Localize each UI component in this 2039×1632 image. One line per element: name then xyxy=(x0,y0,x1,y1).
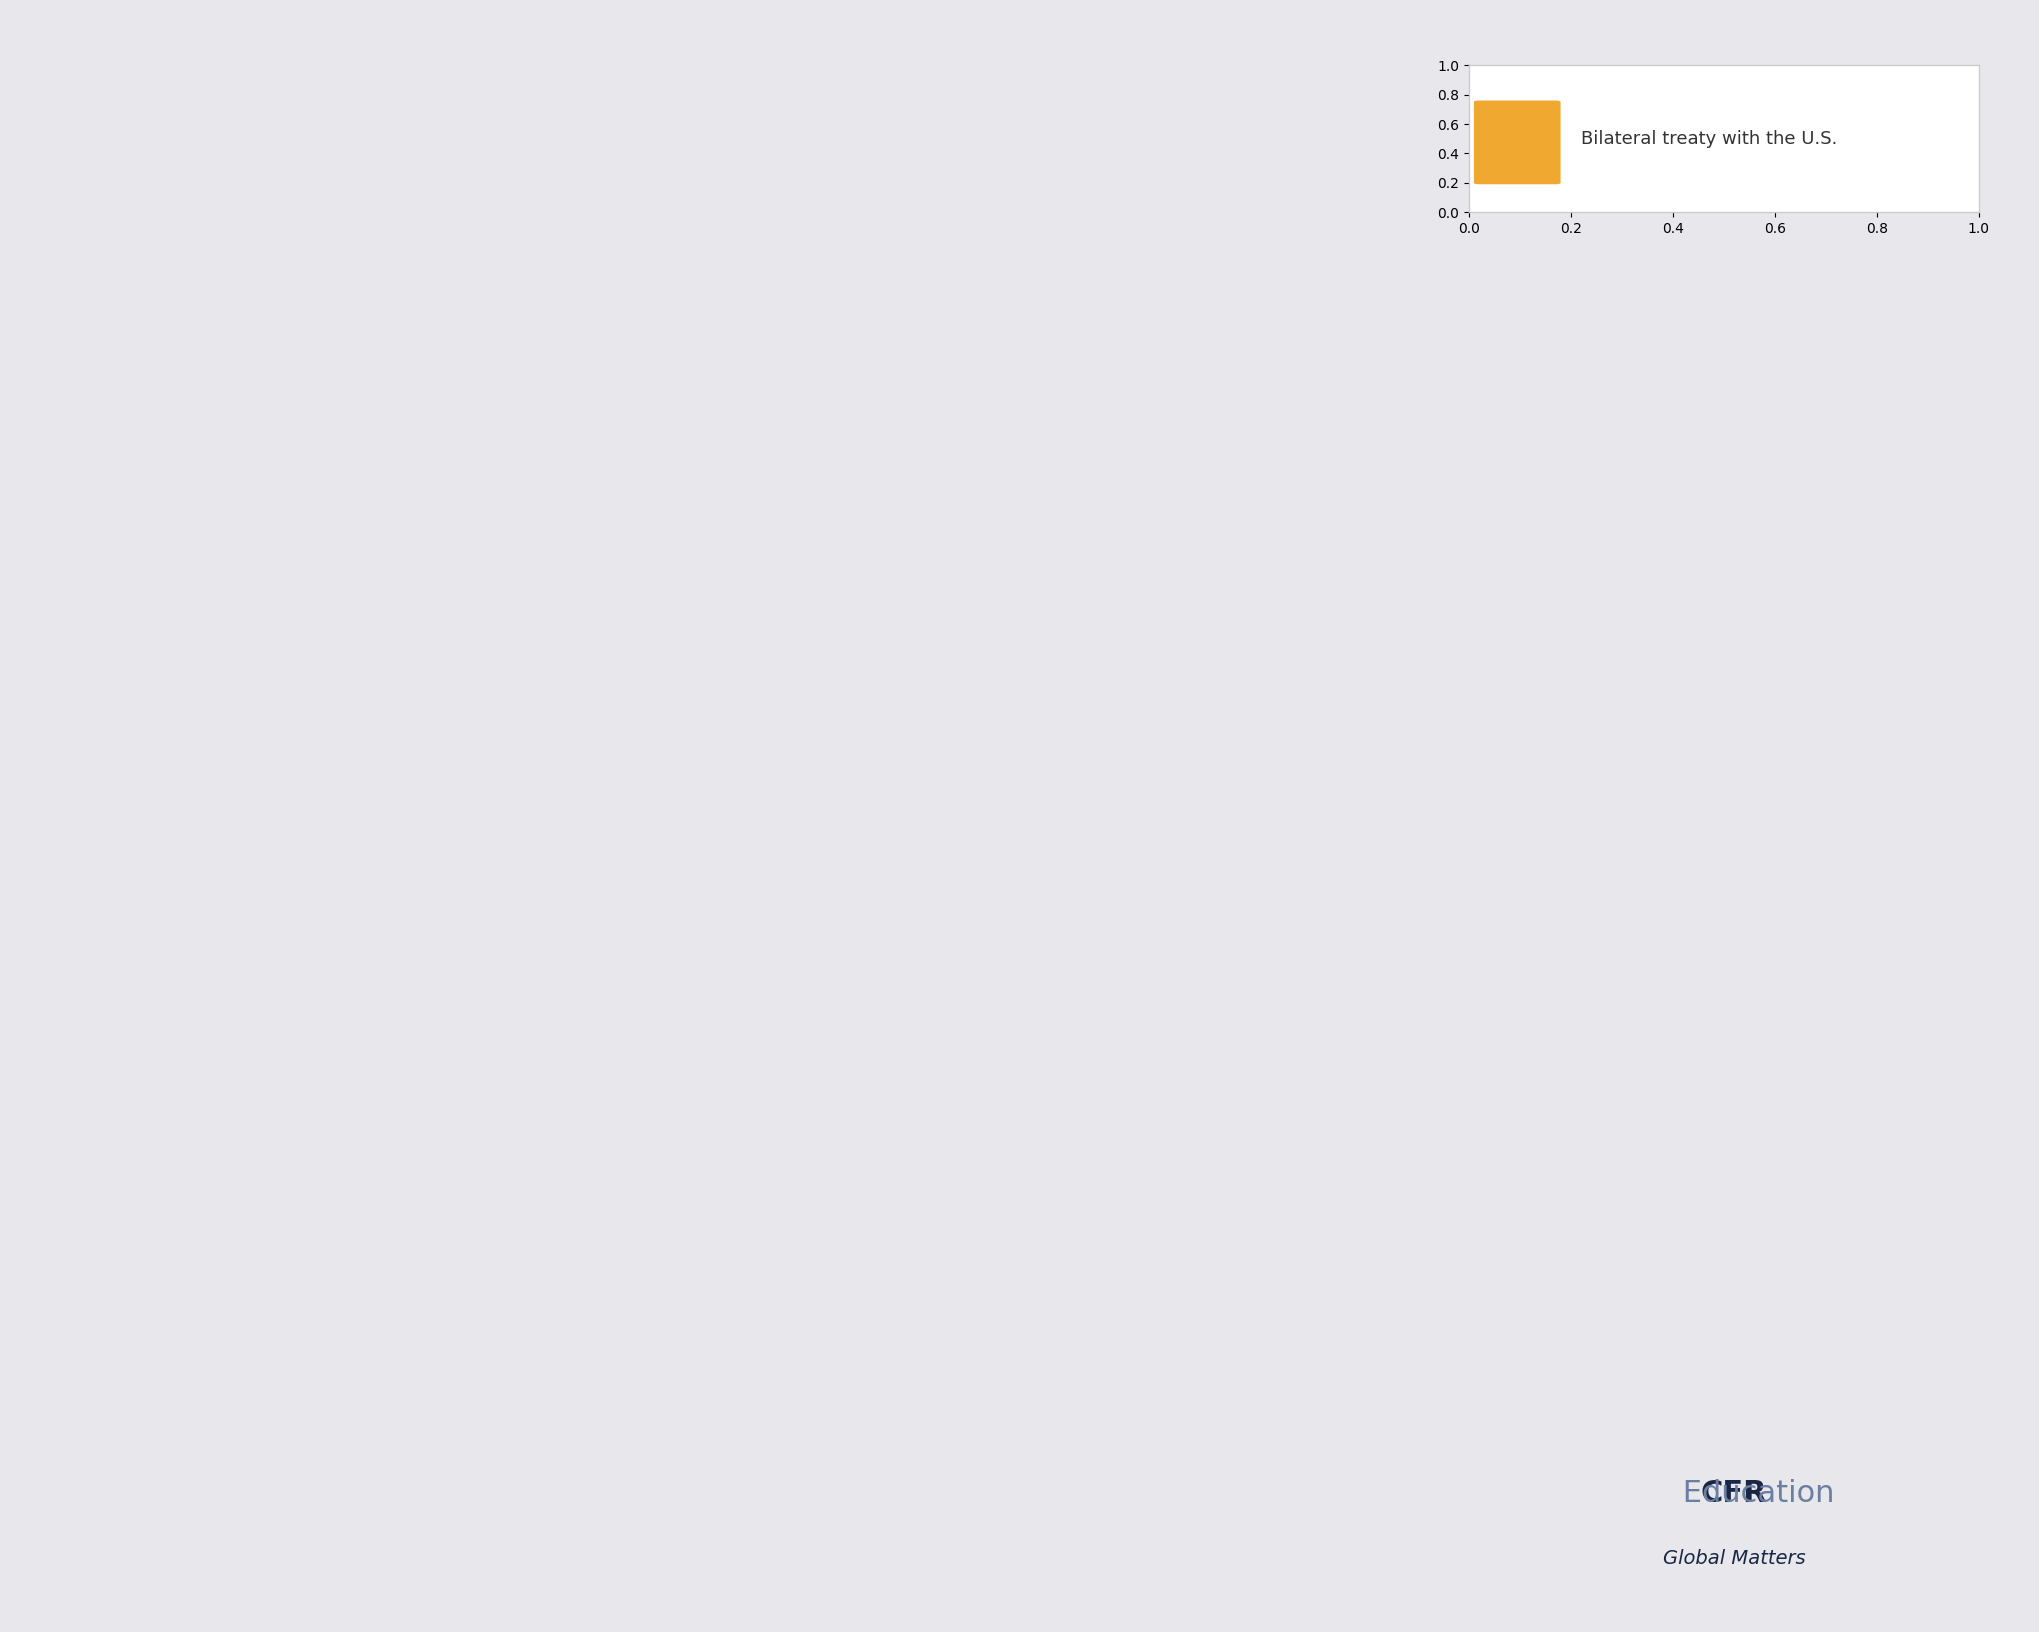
FancyBboxPatch shape xyxy=(1472,101,1560,184)
Text: CFR: CFR xyxy=(1701,1479,1766,1508)
Text: Global Matters: Global Matters xyxy=(1662,1549,1805,1568)
Text: Bilateral treaty with the U.S.: Bilateral treaty with the U.S. xyxy=(1580,129,1837,149)
Text: Education: Education xyxy=(1633,1479,1833,1508)
